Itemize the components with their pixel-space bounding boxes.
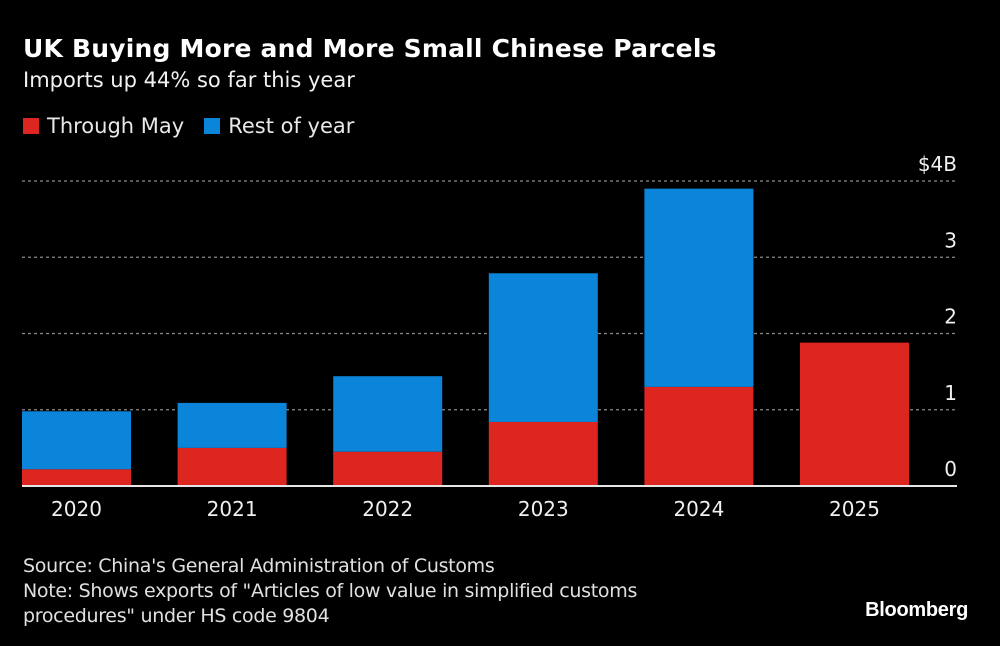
bar-2022-through-may <box>333 451 443 486</box>
bar-2023-rest-of-year <box>488 273 598 422</box>
y-tick-label: 2 <box>944 305 957 329</box>
x-tick-label: 2024 <box>673 497 724 521</box>
bar-2023-through-may <box>488 421 598 486</box>
legend-label: Rest of year <box>228 114 355 138</box>
legend-item-through-may: Through May <box>23 114 184 138</box>
bar-2020-rest-of-year <box>22 411 131 470</box>
legend-item-rest-of-year: Rest of year <box>204 114 354 138</box>
footnote-line-1: Note: Shows exports of "Articles of low … <box>23 580 638 602</box>
chart-title: UK Buying More and More Small Chinese Pa… <box>23 34 717 63</box>
bar-2024-rest-of-year <box>644 188 754 387</box>
bars <box>22 188 909 486</box>
x-tick-label: 2023 <box>518 497 569 521</box>
x-tick-label: 2021 <box>207 497 258 521</box>
x-tick-label: 2025 <box>829 497 880 521</box>
legend-swatch-through-may <box>23 118 39 134</box>
bar-2025-through-may <box>800 342 909 486</box>
x-tick-label: 2022 <box>362 497 413 521</box>
y-axis-labels: 0 1 2 3 $4B <box>918 152 957 481</box>
y-tick-label: 3 <box>944 228 957 252</box>
footnote-line-2: procedures" under HS code 9804 <box>23 605 330 627</box>
chart-subtitle: Imports up 44% so far this year <box>23 68 355 92</box>
source-note: Source: China's General Administration o… <box>23 555 495 577</box>
y-tick-label: 1 <box>944 381 957 405</box>
bar-2020-through-may <box>22 469 131 486</box>
x-axis-labels: 2020 2021 2022 2023 2024 2025 <box>51 497 880 521</box>
bar-2024-through-may <box>644 386 754 486</box>
y-tick-label: $4B <box>918 152 957 176</box>
legend-swatch-rest-of-year <box>204 118 221 134</box>
y-tick-label: 0 <box>944 457 957 481</box>
legend-label: Through May <box>47 114 185 138</box>
bar-2022-rest-of-year <box>333 376 443 452</box>
x-tick-label: 2020 <box>51 497 102 521</box>
bar-2021-rest-of-year <box>177 402 287 448</box>
bar-2021-through-may <box>177 447 287 486</box>
legend: Through May Rest of year <box>23 114 374 138</box>
bloomberg-logo: Bloomberg <box>865 599 968 621</box>
